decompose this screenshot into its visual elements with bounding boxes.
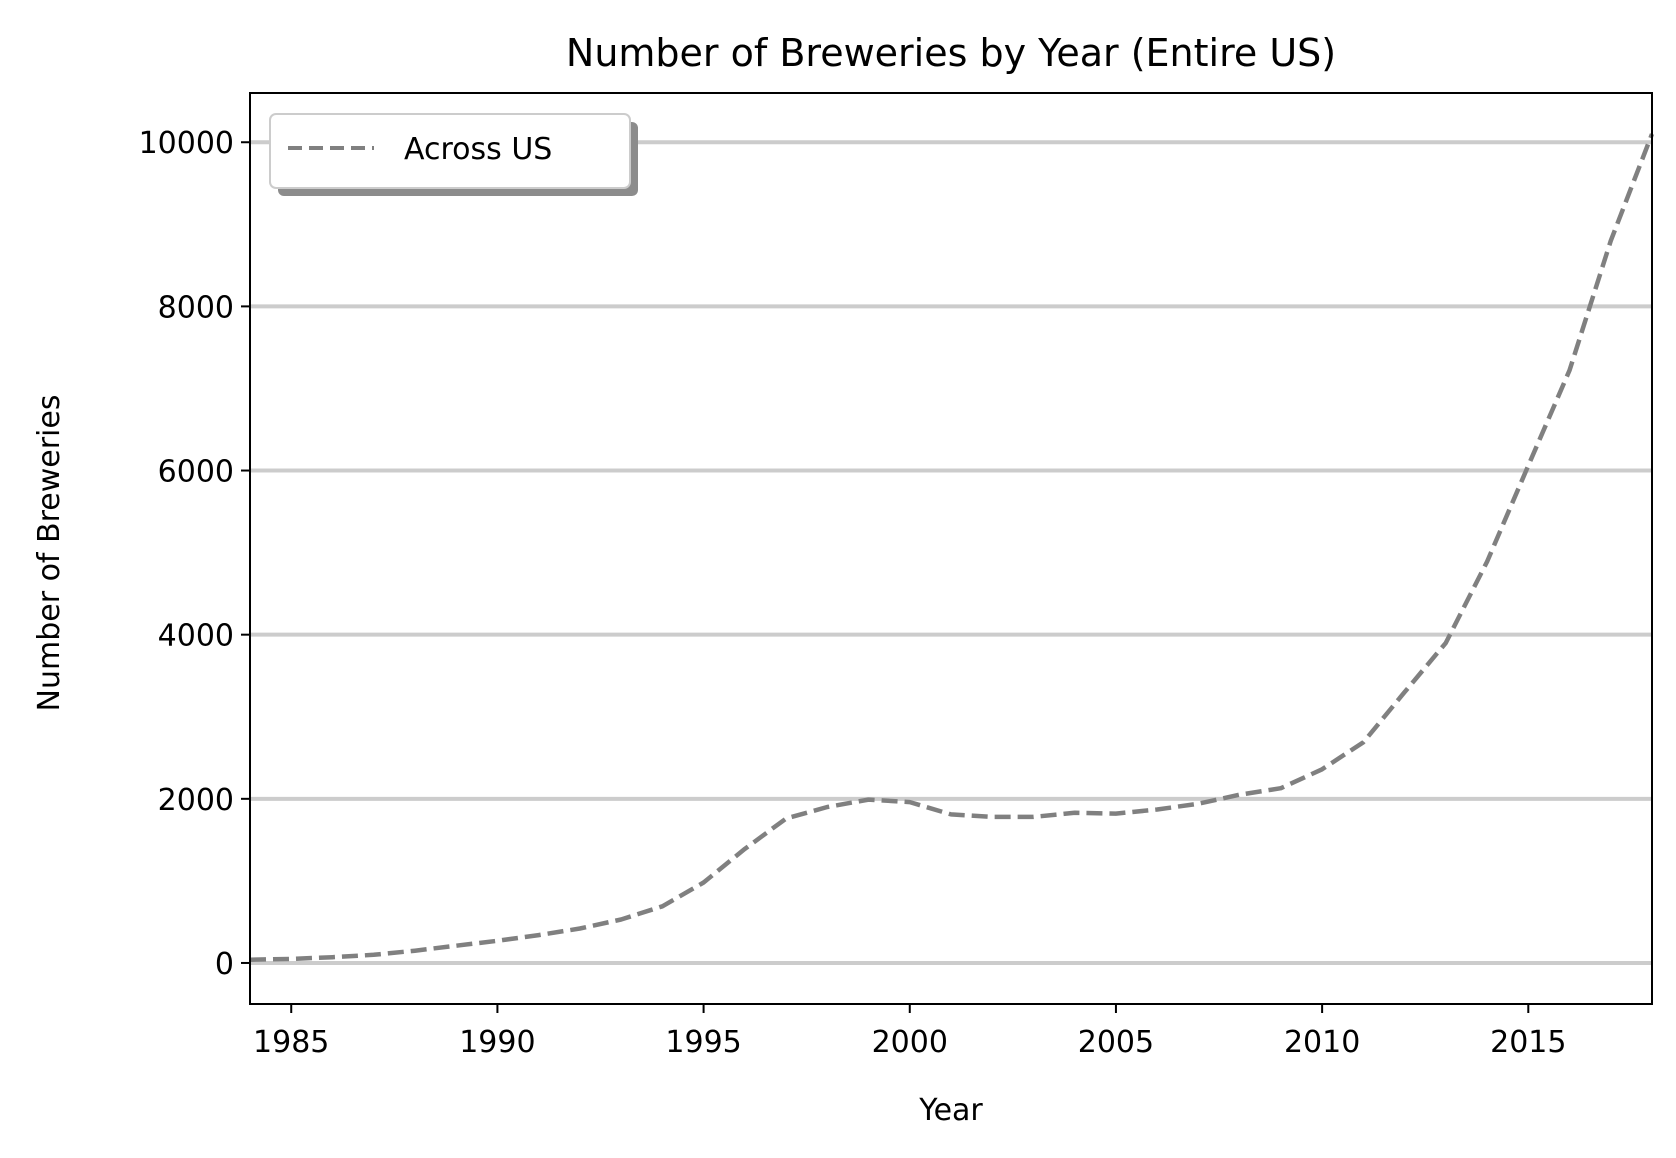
y-tick-label: 4000 xyxy=(158,619,234,654)
y-tick-label: 10000 xyxy=(139,126,234,161)
x-tick-label: 2000 xyxy=(872,1025,948,1060)
legend: Across US xyxy=(269,113,638,196)
x-tick-label: 2005 xyxy=(1078,1025,1154,1060)
legend-box xyxy=(269,113,631,189)
x-tick-label: 1990 xyxy=(459,1025,535,1060)
x-tick-label: 1985 xyxy=(253,1025,329,1060)
x-tick-label: 2015 xyxy=(1490,1025,1566,1060)
series-lines xyxy=(249,133,1655,962)
series-line xyxy=(249,133,1655,962)
y-axis-label: Number of Breweries xyxy=(32,395,67,712)
plot-frame xyxy=(249,92,1653,1005)
axis-ticks: 0 2000 4000 6000 8000 10000 1985 1990 1995 2000 20… xyxy=(139,126,1567,1060)
x-tick-label: 1995 xyxy=(665,1025,741,1060)
x-tick-label: 2010 xyxy=(1284,1025,1360,1060)
chart-title: Number of Breweries by Year (Entire US) xyxy=(566,31,1336,75)
y-tick-label: 8000 xyxy=(158,290,234,325)
x-axis-label: Year xyxy=(918,1093,983,1128)
y-tick-label: 0 xyxy=(215,947,234,982)
legend-label: Across US xyxy=(404,132,552,167)
y-tick-label: 6000 xyxy=(158,455,234,490)
y-tick-label: 2000 xyxy=(158,783,234,818)
